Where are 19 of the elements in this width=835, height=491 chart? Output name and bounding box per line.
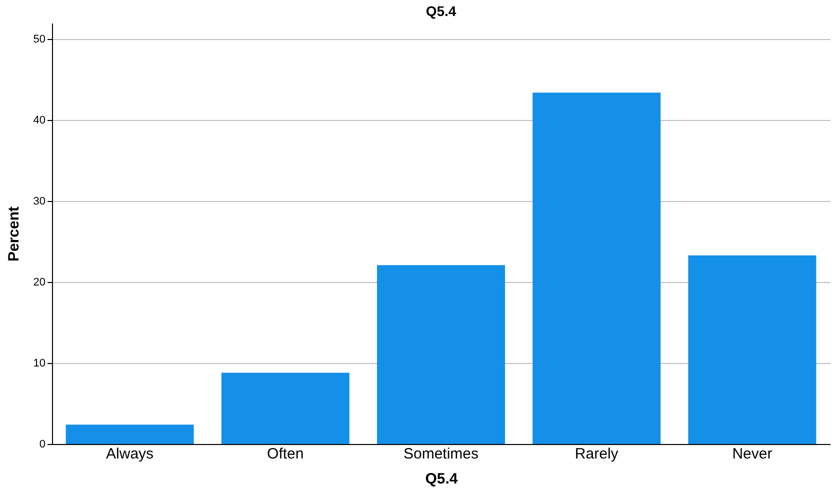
x-axis-title: Q5.4 <box>425 470 458 488</box>
bar <box>221 372 350 444</box>
chart-title: Q5.4 <box>426 3 456 19</box>
y-tick-label: 20 <box>33 276 46 289</box>
y-tick-label: 40 <box>33 114 46 127</box>
x-tick-label: Sometimes <box>403 446 479 462</box>
x-tick-label: Rarely <box>574 446 619 462</box>
x-tick-label: Often <box>267 446 304 462</box>
bar <box>532 92 661 444</box>
y-tick-label: 0 <box>39 438 46 450</box>
x-tick-label: Never <box>732 446 772 462</box>
y-tick-label: 50 <box>33 34 46 46</box>
x-tick-label: Always <box>106 446 154 462</box>
y-tick-label: 30 <box>33 196 46 208</box>
bar <box>66 424 194 444</box>
y-axis-title: Percent <box>5 206 22 262</box>
bar <box>377 265 505 444</box>
bar <box>688 255 816 444</box>
y-tick-label: 10 <box>33 358 46 370</box>
